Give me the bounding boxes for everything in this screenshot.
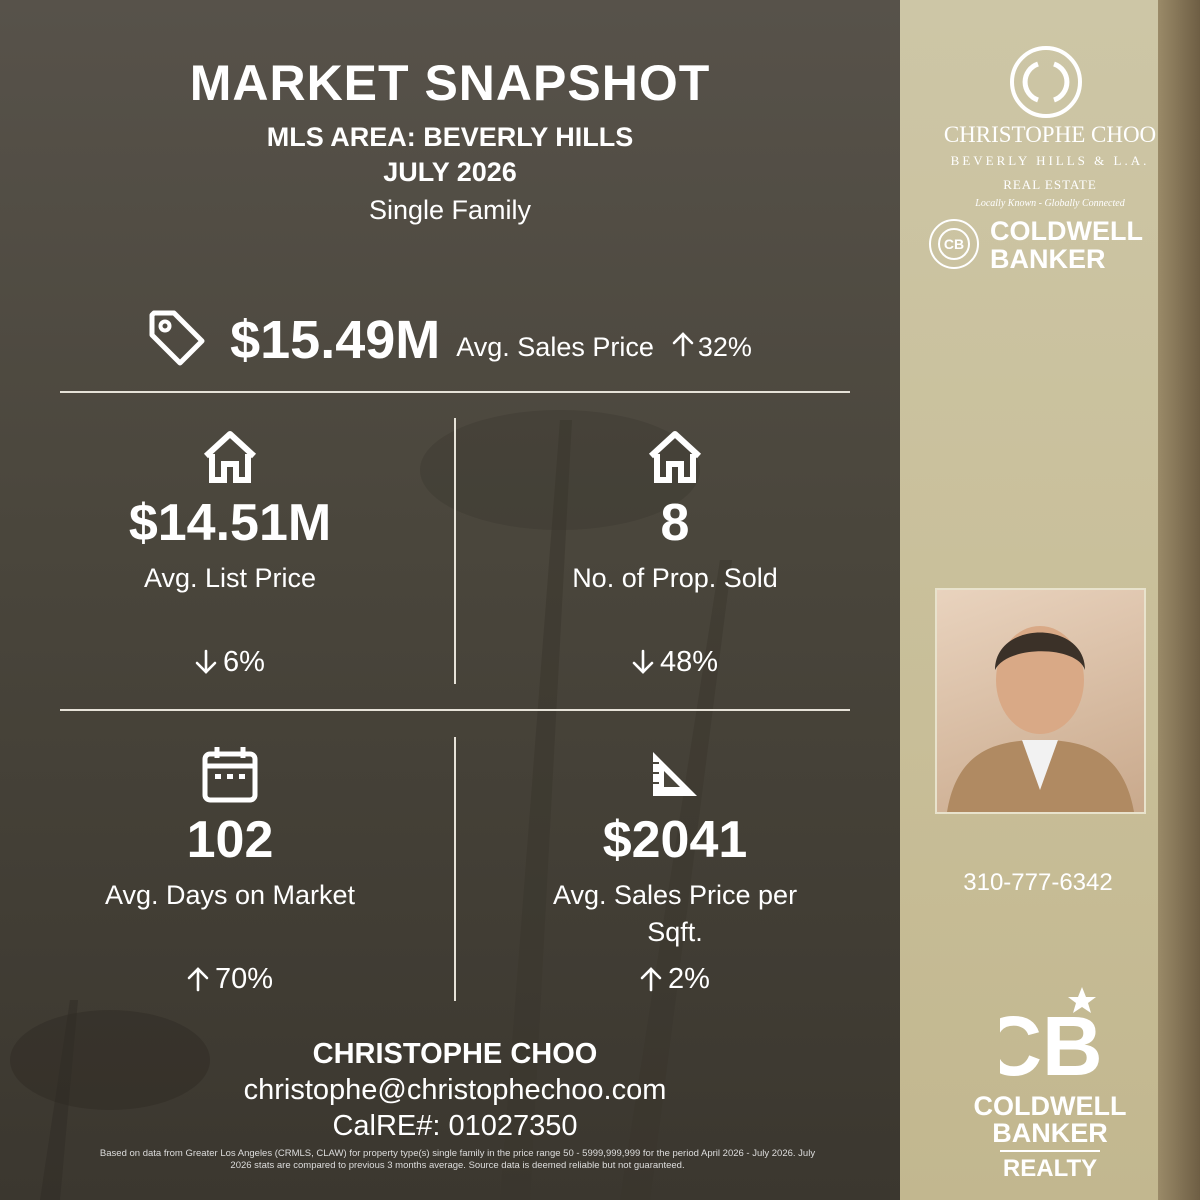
brand-name: CHRISTOPHE CHOO bbox=[943, 122, 1157, 147]
divider bbox=[454, 418, 456, 684]
change-arrow-icon bbox=[195, 649, 217, 674]
property-type: Single Family bbox=[368, 195, 532, 225]
phone: 310-777-6342 bbox=[963, 869, 1113, 896]
change-arrow bbox=[672, 331, 694, 362]
sidebar: CHRISTOPHE CHOO BEVERLY HILLS & L.A. REA… bbox=[900, 0, 1200, 1200]
divider bbox=[454, 737, 456, 1001]
disclaimer: Based on data from Greater Los Angeles (… bbox=[99, 1148, 816, 1171]
stat-value: 8 bbox=[660, 494, 690, 552]
partner-top: COLDWELL BANKER bbox=[990, 217, 1143, 273]
stat-icon bbox=[505, 743, 845, 805]
partner-top-line: BANKER bbox=[990, 244, 1106, 274]
partner-bottom-line: COLDWELL bbox=[973, 1091, 1127, 1121]
stat-label: Avg. List Price bbox=[143, 563, 317, 593]
house-icon bbox=[648, 431, 702, 483]
house-icon bbox=[203, 431, 257, 483]
change-value: 6% bbox=[223, 645, 265, 678]
stat-icon bbox=[60, 743, 400, 805]
agent-photo bbox=[935, 588, 1146, 814]
title: MARKET SNAPSHOT bbox=[189, 55, 711, 111]
change-arrow-icon bbox=[640, 967, 662, 992]
change-arrow bbox=[632, 649, 654, 675]
agent-portrait bbox=[947, 626, 1134, 812]
contact-email: christophe@christophechoo.com bbox=[243, 1074, 667, 1106]
change-value: 48% bbox=[659, 645, 719, 678]
headline-value: $15.49M bbox=[230, 310, 441, 370]
ruler-icon bbox=[653, 752, 697, 796]
background-art bbox=[10, 410, 732, 1200]
svg-text:CB: CB bbox=[1000, 999, 1100, 1085]
change-arrow-icon bbox=[632, 649, 654, 674]
partner-top-line: COLDWELL bbox=[990, 216, 1143, 246]
stat-change: 6% bbox=[60, 644, 400, 680]
stat-label: No. of Prop. Sold bbox=[572, 563, 778, 593]
change-arrow bbox=[187, 966, 209, 992]
partner-division: REALTY bbox=[1002, 1155, 1098, 1182]
divider bbox=[1000, 1150, 1100, 1152]
partner-bottom: COLDWELL BANKER bbox=[900, 1093, 1200, 1147]
change-value: 2% bbox=[668, 962, 710, 995]
partner-badge: CB bbox=[929, 219, 979, 269]
contact-name: CHRISTOPHE CHOO bbox=[312, 1038, 598, 1070]
stat-icon bbox=[60, 426, 400, 488]
headline-change: 32% bbox=[697, 331, 752, 362]
brand-region: BEVERLY HILLS & L.A. bbox=[950, 153, 1150, 168]
stat-change: 48% bbox=[505, 644, 845, 680]
change-value: 70% bbox=[214, 962, 274, 995]
partner-bottom-line: BANKER bbox=[992, 1118, 1108, 1148]
contact-license: CalRE#: 01027350 bbox=[332, 1110, 578, 1142]
period: JULY 2026 bbox=[383, 157, 517, 187]
headline: $15.49M Avg. Sales Price 32% bbox=[0, 305, 900, 375]
stat-label: Avg. Sales Price per Sqft. bbox=[552, 880, 798, 947]
cb-logo: CB bbox=[1000, 987, 1100, 1085]
change-arrow-icon bbox=[187, 967, 209, 992]
headline-label: Avg. Sales Price bbox=[456, 331, 654, 362]
stat-icon bbox=[505, 426, 845, 488]
tagline: Locally Known - Globally Connected bbox=[975, 198, 1125, 209]
change-arrow bbox=[195, 649, 217, 675]
brand-line: REAL ESTATE bbox=[1003, 177, 1097, 192]
divider bbox=[60, 709, 850, 711]
svg-text:CB: CB bbox=[944, 236, 964, 252]
brand-logo bbox=[1010, 46, 1082, 118]
tag-icon bbox=[149, 310, 205, 365]
change-arrow bbox=[640, 966, 662, 992]
change-arrow-icon bbox=[672, 331, 694, 356]
stat-value: $2041 bbox=[602, 811, 748, 869]
calendar-icon bbox=[202, 747, 258, 803]
stat-change: 2% bbox=[505, 961, 845, 997]
stat-label: Avg. Days on Market bbox=[104, 880, 356, 910]
stat-change: 70% bbox=[60, 961, 400, 997]
stat-value: 102 bbox=[186, 811, 274, 869]
building-strip bbox=[1158, 0, 1200, 1200]
stat-value: $14.51M bbox=[128, 494, 332, 552]
tag-icon bbox=[148, 309, 206, 372]
area: MLS AREA: BEVERLY HILLS bbox=[266, 122, 634, 152]
divider bbox=[60, 391, 850, 393]
